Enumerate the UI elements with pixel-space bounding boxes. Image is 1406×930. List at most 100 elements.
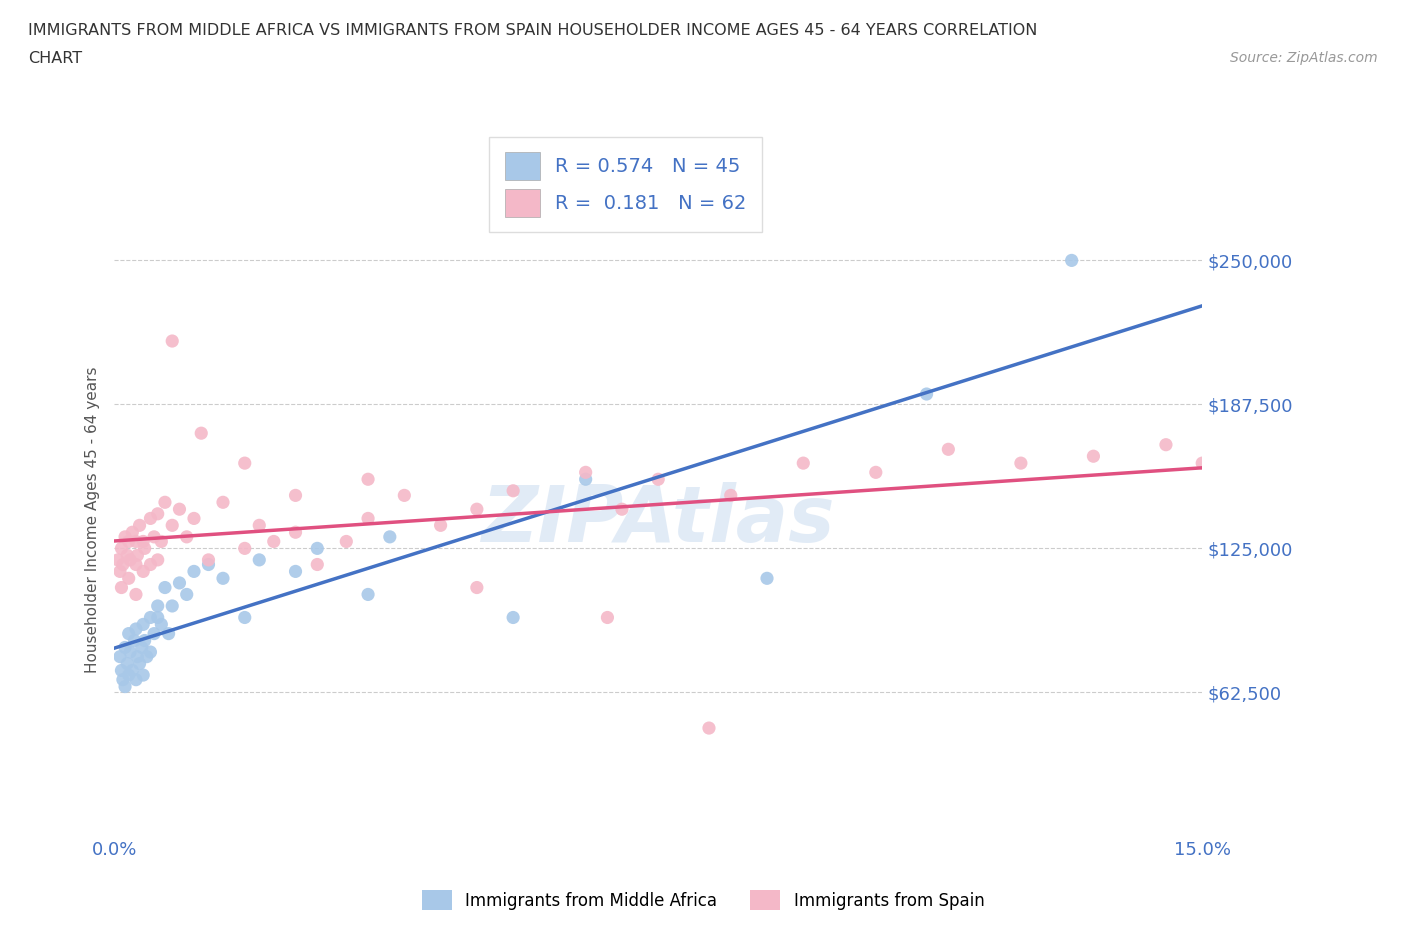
Point (125, 557, 148, 572)
Point (124, 633, 146, 648)
Point (212, 571, 235, 586)
Point (121, 663, 143, 678)
Text: CHART: CHART (28, 51, 82, 66)
Point (335, 534, 357, 549)
Point (169, 576, 191, 591)
Point (118, 571, 141, 586)
Point (378, 529, 401, 544)
Point (263, 534, 285, 549)
Point (1060, 253, 1083, 268)
Point (157, 626, 180, 641)
Point (118, 626, 141, 641)
Point (153, 495, 176, 510)
Point (284, 525, 307, 539)
Text: IMMIGRANTS FROM MIDDLE AFRICA VS IMMIGRANTS FROM SPAIN HOUSEHOLDER INCOME AGES 4: IMMIGRANTS FROM MIDDLE AFRICA VS IMMIGRA… (28, 23, 1038, 38)
Point (135, 649, 157, 664)
Point (150, 534, 173, 549)
Legend: Immigrants from Middle Africa, Immigrants from Spain: Immigrants from Middle Africa, Immigrant… (415, 884, 991, 917)
Point (792, 456, 814, 471)
Point (212, 495, 235, 510)
Point (111, 672, 134, 687)
Point (120, 644, 142, 659)
Point (132, 564, 155, 578)
Point (502, 484, 524, 498)
Point (110, 580, 132, 595)
Text: ZIPAtlas: ZIPAtlas (481, 482, 835, 558)
Point (114, 529, 136, 544)
Point (357, 587, 380, 602)
Point (143, 529, 166, 544)
Point (146, 610, 169, 625)
Point (132, 668, 155, 683)
Point (139, 557, 162, 572)
Point (134, 541, 156, 556)
Point (183, 511, 205, 525)
Point (394, 488, 416, 503)
Point (1191, 456, 1213, 471)
Point (108, 564, 131, 578)
Point (146, 599, 169, 614)
Legend: R = 0.574   N = 45, R =  0.181   N = 62: R = 0.574 N = 45, R = 0.181 N = 62 (489, 137, 762, 232)
Point (697, 721, 720, 736)
Point (647, 472, 669, 486)
Point (127, 548, 149, 563)
Point (575, 472, 598, 486)
Point (146, 552, 169, 567)
Point (357, 472, 380, 486)
Point (596, 610, 619, 625)
Point (233, 541, 256, 556)
Point (502, 610, 524, 625)
Point (865, 465, 887, 480)
Point (307, 557, 329, 572)
Point (169, 502, 191, 517)
Point (125, 587, 148, 602)
Point (1083, 449, 1105, 464)
Point (143, 626, 166, 641)
Point (357, 511, 380, 525)
Point (146, 506, 169, 521)
Point (120, 552, 142, 567)
Point (1010, 456, 1032, 471)
Point (121, 525, 143, 539)
Point (936, 442, 959, 457)
Point (915, 387, 938, 402)
Y-axis label: Householder Income Ages 45 - 64 years: Householder Income Ages 45 - 64 years (86, 366, 100, 672)
Point (125, 672, 148, 687)
Point (108, 649, 131, 664)
Point (114, 679, 136, 694)
Point (107, 552, 129, 567)
Point (139, 511, 162, 525)
Point (284, 488, 307, 503)
Point (132, 617, 155, 631)
Point (176, 587, 198, 602)
Point (150, 617, 173, 631)
Point (114, 640, 136, 655)
Point (153, 580, 176, 595)
Point (176, 529, 198, 544)
Point (131, 640, 153, 655)
Point (127, 649, 149, 664)
Point (118, 668, 141, 683)
Text: Source: ZipAtlas.com: Source: ZipAtlas.com (1230, 51, 1378, 65)
Point (720, 488, 742, 503)
Point (139, 644, 162, 659)
Point (465, 502, 488, 517)
Point (160, 599, 183, 614)
Point (110, 541, 132, 556)
Point (125, 621, 148, 636)
Point (110, 663, 132, 678)
Point (117, 657, 139, 671)
Point (125, 534, 148, 549)
Point (247, 518, 270, 533)
Point (284, 564, 307, 578)
Point (610, 502, 633, 517)
Point (160, 334, 183, 349)
Point (190, 426, 212, 441)
Point (197, 557, 219, 572)
Point (128, 518, 150, 533)
Point (197, 552, 219, 567)
Point (465, 580, 488, 595)
Point (139, 610, 162, 625)
Point (111, 557, 134, 572)
Point (117, 548, 139, 563)
